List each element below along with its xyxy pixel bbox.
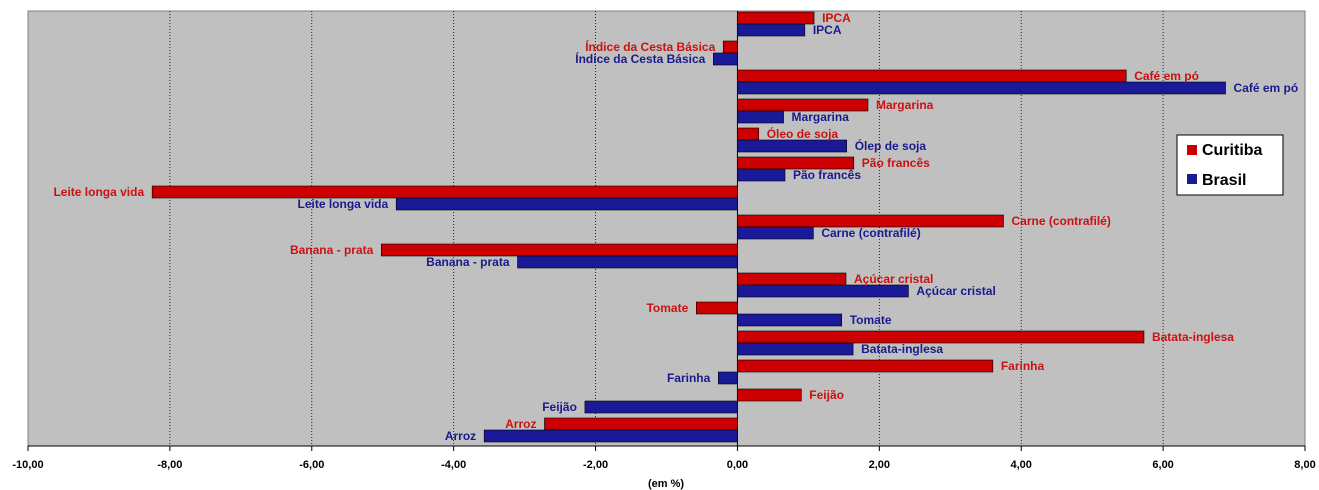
bar-label-brasil-10: Tomate [850,313,892,327]
bar-label-curitiba-7: Carne (contrafilé) [1011,214,1110,228]
x-tick-label-5: 0,00 [727,459,748,471]
bar-curitiba-7 [737,214,1004,228]
legend-swatch-curitiba [1187,145,1197,155]
x-tick-label-3: -4,00 [441,459,466,471]
bar-curitiba-1 [722,40,738,54]
x-tick-label-0: -10,00 [12,459,43,471]
bar-label-curitiba-2: Café em pó [1134,69,1199,83]
bar-label-curitiba-13: Feijão [809,388,844,402]
bar-curitiba-11 [737,330,1145,344]
x-tick-label-9: 8,00 [1294,459,1315,471]
bar-brasil-4 [737,139,847,153]
bar-label-curitiba-0: IPCA [822,11,851,25]
bars-group [151,11,1226,443]
bar-label-brasil-8: Banana - prata [426,255,510,269]
bar-brasil-11 [737,342,854,356]
bar-brasil-7 [737,226,814,240]
bar-curitiba-12 [737,359,994,373]
bar-brasil-14 [483,429,738,443]
bar-label-brasil-6: Leite longa vida [298,197,389,211]
bar-labels-group: IPCA Índice da Cesta Básica Café em pó Marg… [53,11,1298,443]
bar-label-curitiba-3: Margarina [876,98,934,112]
bar-brasil-13 [584,400,738,414]
bar-label-brasil-13: Feijão [542,400,577,414]
bar-label-brasil-7: Carne (contrafilé) [821,226,920,240]
bar-label-brasil-4: Ólep de soja [855,138,927,153]
bar-label-brasil-14: Arroz [445,429,476,443]
bar-label-curitiba-8: Banana - prata [290,243,374,257]
bar-curitiba-5 [737,156,855,170]
bar-curitiba-2 [737,69,1127,83]
bar-brasil-3 [737,110,784,124]
bar-curitiba-14 [544,417,738,431]
bar-label-brasil-9: Açúcar cristal [916,284,995,298]
bar-label-curitiba-9: Açúcar cristal [854,272,933,286]
x-tick-label-1: -8,00 [157,459,182,471]
bar-label-brasil-3: Margarina [792,110,850,124]
bar-curitiba-9 [737,272,847,286]
legend-label-brasil: Brasil [1202,172,1246,189]
x-tick-label-6: 2,00 [869,459,890,471]
bar-curitiba-10 [695,301,738,315]
bar-label-brasil-11: Batata-inglesa [861,342,943,356]
x-tick-label-4: -2,00 [583,459,608,471]
bar-label-curitiba-5: Pão francês [862,156,930,170]
legend: Curitiba Brasil [1176,134,1284,196]
bar-label-curitiba-4: Óleo de soja [767,126,839,141]
legend-swatch-brasil [1187,174,1197,184]
bar-curitiba-0 [737,11,815,25]
bar-label-brasil-12: Farinha [667,371,711,385]
x-axis-title: (em %) [648,478,684,490]
bar-brasil-8 [517,255,738,269]
bar-label-curitiba-10: Tomate [646,301,688,315]
bar-curitiba-13 [737,388,802,402]
legend-label-curitiba: Curitiba [1202,142,1263,159]
bar-label-brasil-1: Índice da Cesta Básica [575,51,705,66]
bar-brasil-10 [737,313,843,327]
bar-label-brasil-2: Café em pó [1234,81,1299,95]
bar-label-curitiba-12: Farinha [1001,359,1045,373]
bar-brasil-2 [737,81,1226,95]
bar-brasil-6 [395,197,738,211]
bar-brasil-1 [713,52,738,66]
bar-curitiba-3 [737,98,869,112]
x-tick-label-2: -6,00 [299,459,324,471]
bar-curitiba-4 [737,127,760,141]
x-tick-label-8: 6,00 [1152,459,1173,471]
bar-brasil-12 [717,371,738,385]
bar-label-brasil-0: IPCA [813,23,842,37]
bar-label-curitiba-1: Índice da Cesta Básica [585,39,715,54]
bar-label-curitiba-11: Batata-inglesa [1152,330,1234,344]
bar-curitiba-6 [151,185,738,199]
bar-label-curitiba-14: Arroz [505,417,536,431]
x-axis: -10,00 -8,00 -6,00 -4,00 -2,00 0,00 2,00 4,00 6,… [12,445,1316,471]
x-tick-label-7: 4,00 [1011,459,1032,471]
bar-brasil-5 [737,168,786,182]
bar-label-brasil-5: Pão francês [793,168,861,182]
bar-brasil-0 [737,23,806,37]
bar-brasil-9 [737,284,909,298]
bar-label-curitiba-6: Leite longa vida [53,185,144,199]
